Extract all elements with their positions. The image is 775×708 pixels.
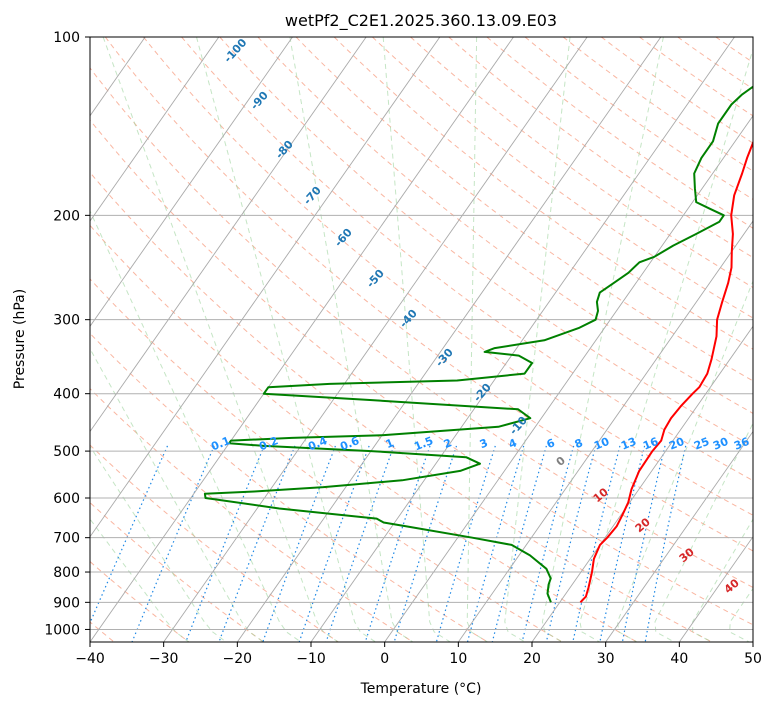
dry-adiabat-line [90,332,488,642]
plot-frame [89,36,754,643]
isotherm-line [457,220,753,642]
isotherm-line [90,37,293,328]
isotherm-line [90,37,514,642]
dry-adiabat-line [90,387,414,642]
grid-lines [0,37,753,642]
dry-adiabat-line [295,37,753,382]
data-lines [203,85,753,603]
mixing-ratio-line [393,445,458,642]
moist-adiabat-line [541,37,664,642]
moist-adiabat-line [654,422,753,642]
moist-adiabat-line [466,37,488,642]
isotherm-line [90,37,220,222]
dry-adiabat-line [600,37,753,144]
mixing-ratio-line [325,445,395,642]
y-tick-label: 800 [53,565,80,581]
y-axis-ticks: 100 200 300 400 500 600 700 800 900 1000 [44,30,90,638]
mixing-ratio-label: 3 [478,436,490,451]
x-tick-label: −10 [296,651,326,667]
dry-adiabat-line [486,37,753,229]
x-tick-label: 0 [380,651,389,667]
mixing-ratio-line [262,445,336,642]
mixing-ratio-label: 30 [711,435,730,453]
temperature-profile-line [579,140,753,603]
isotherm-line [678,535,753,642]
mixing-ratio-line [364,445,431,642]
moist-adiabat-line [692,518,753,642]
background-lines [90,37,775,642]
dry-adiabat-line [90,444,339,642]
y-tick-label: 300 [53,313,80,329]
x-tick-label: 30 [597,651,615,667]
isotherm-line [163,37,588,642]
mixing-ratio-label: 2 [442,436,454,451]
x-tick-label: −40 [75,651,105,667]
isotherm-line [752,641,753,642]
x-tick-label: −20 [223,651,253,667]
plot-background [90,37,753,642]
dry-adiabat-line [181,37,753,482]
mixing-ratio-line [185,445,265,642]
y-tick-label: 500 [53,444,80,460]
isotherm-line [310,37,735,642]
dry-adiabat-line [754,37,775,642]
isotherm-line [384,115,753,642]
chart-title: wetPf2_C2E1.2025.360.13.09.E03 [285,11,557,31]
mixing-ratio-line [298,445,370,642]
moist-adiabat-line [90,209,302,642]
isotherm-line [0,37,72,642]
x-tick-label: −30 [149,651,179,667]
dry-adiabat-line [219,37,753,448]
moist-adiabat-line [382,37,451,642]
moist-adiabat-line [90,347,264,642]
x-tick-label: 10 [449,651,467,667]
dry-adiabat-line [372,37,753,319]
dry-adiabat-line [333,37,753,350]
y-tick-label: 200 [53,208,80,224]
mixing-ratio-label: 10 [592,435,611,453]
y-tick-label: 1000 [44,622,80,638]
dry-adiabat-line [90,119,753,626]
moist-adiabat-line [196,37,376,642]
mixing-ratio-line [644,445,687,642]
dry-adiabat-line [562,37,753,172]
moist-adiabat-line [616,279,753,642]
dry-adiabat-line [257,37,753,414]
x-axis-ticks: −40 −30 −20 −10 0 10 20 30 40 50 [75,642,762,667]
mixing-ratio-label: 8 [573,436,585,451]
mixing-ratio-label: 25 [692,435,711,453]
dry-adiabat-line [90,67,753,588]
y-axis-title: Pressure (hPa) [12,289,28,389]
isotherm-line [236,37,662,642]
mixing-ratio-label: 16 [641,435,660,453]
mixing-ratio-label: 1 [384,436,396,451]
mixing-ratio-label: 20 [667,435,686,453]
x-tick-label: 40 [670,651,688,667]
y-tick-label: 600 [53,491,80,507]
dry-adiabat-line [104,37,753,552]
y-tick-label: 400 [53,387,80,403]
y-tick-label: 900 [53,595,80,611]
x-tick-label: 50 [744,651,762,667]
dry-adiabat-line [90,171,712,642]
mixing-ratio-line [599,445,646,642]
y-tick-label: 700 [53,531,80,547]
dry-adiabat-line [410,37,753,289]
y-tick-label: 100 [53,30,80,46]
x-axis-title: Temperature (°C) [360,681,482,697]
mixing-ratio-label: 13 [619,435,638,453]
isotherm-line [90,37,441,538]
dewpoint-profile-line [203,85,753,603]
mixing-ratio-label: 36 [732,435,751,453]
moist-adiabat-line [289,37,414,642]
isotherm-line [90,37,367,433]
isotherm-line [605,430,753,642]
x-tick-label: 20 [523,651,541,667]
dry-adiabat-line [90,501,264,642]
moist-adiabat-line [504,37,571,642]
